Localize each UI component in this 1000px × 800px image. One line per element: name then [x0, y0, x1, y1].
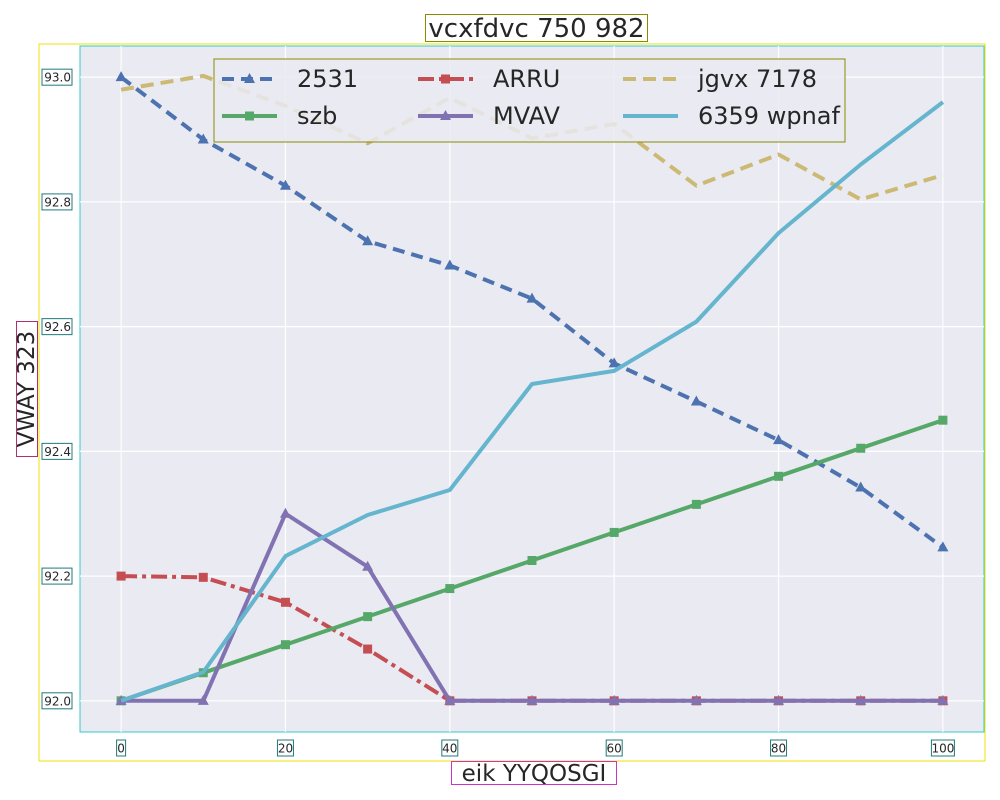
data-point — [526, 694, 538, 705]
x-tick-label-box — [116, 739, 127, 757]
legend-label: 6359 wpnaf — [698, 102, 840, 130]
legend-label: ARRU — [493, 65, 560, 93]
data-point — [444, 259, 456, 270]
series-5 — [120, 100, 945, 703]
y-tick-label-box — [41, 567, 73, 585]
legend-marker — [244, 73, 255, 83]
legend-item: 6359 wpnaf — [623, 102, 840, 130]
legend-label: MVAV — [493, 102, 560, 130]
data-point — [116, 571, 126, 581]
plot-area — [79, 45, 985, 733]
legend-item: 2531 — [222, 65, 358, 93]
data-point — [444, 694, 456, 705]
data-point — [938, 415, 948, 425]
legend-marker — [441, 74, 450, 84]
data-point — [609, 527, 619, 537]
data-point — [608, 694, 620, 705]
legend: 2531 ARRU jgvx 7178 szb MVAV 6359 wpnaf — [213, 58, 846, 143]
data-point — [691, 499, 701, 509]
x-tick-label-box — [605, 739, 623, 757]
y-tick-label-box — [41, 193, 73, 211]
data-point — [526, 292, 538, 303]
legend-label: jgvx 7178 — [697, 65, 817, 93]
x-tick-label: 40 — [442, 742, 457, 756]
data-point — [690, 395, 702, 406]
x-tick-label: 100 — [931, 742, 954, 756]
data-point — [774, 471, 784, 481]
chart-title: vcxfdvc 750 982 — [425, 14, 648, 43]
data-point — [855, 481, 867, 492]
x-tick-label-box — [930, 739, 955, 757]
series-0 — [115, 71, 949, 552]
data-point — [363, 644, 373, 654]
data-point — [362, 560, 374, 571]
legend-label: 2531 — [297, 65, 358, 93]
y-tick-label-box — [41, 318, 73, 336]
x-axis-label: eik YYQOSGI — [451, 761, 617, 786]
series-line — [119, 75, 945, 550]
y-axis-label: VWAY 323 — [14, 330, 40, 448]
y-tick-label: 92.0 — [44, 694, 71, 708]
data-point — [363, 612, 373, 622]
data-point — [773, 434, 785, 445]
data-point — [280, 640, 290, 650]
legend-marker — [440, 110, 451, 120]
data-point — [280, 597, 290, 607]
data-point — [937, 541, 949, 552]
y-tick-label: 92.2 — [44, 570, 71, 584]
data-point — [279, 507, 291, 518]
x-tick-label: 60 — [607, 742, 622, 756]
data-point — [198, 572, 208, 582]
y-axis-label-box: VWAY 323 — [14, 321, 40, 457]
legend-item: szb — [222, 102, 337, 130]
data-point — [197, 694, 209, 705]
x-tick-label: 80 — [771, 742, 786, 756]
data-point — [608, 357, 620, 368]
data-point — [279, 179, 291, 190]
y-tick-label-box — [41, 692, 73, 710]
legend-item: MVAV — [418, 102, 560, 130]
legend-marker — [245, 111, 254, 121]
legend-item: ARRU — [418, 65, 560, 93]
data-point — [937, 694, 949, 705]
x-tick-label: 0 — [117, 742, 125, 756]
y-tick-label: 92.4 — [44, 445, 71, 459]
y-tick-label-box — [41, 442, 73, 460]
series-line — [120, 100, 945, 703]
legend-label: szb — [297, 102, 337, 130]
y-tick-label-box — [41, 68, 73, 86]
data-point — [856, 443, 866, 453]
data-point — [773, 694, 785, 705]
data-point — [527, 556, 537, 565]
data-point — [197, 133, 209, 144]
data-point — [115, 71, 127, 82]
data-point — [362, 235, 374, 246]
x-tick-label: 20 — [278, 742, 293, 756]
legend-frame — [213, 58, 846, 143]
y-tick-label: 93.0 — [44, 71, 71, 85]
x-tick-label-box — [770, 739, 788, 757]
x-tick-label-box — [441, 739, 459, 757]
data-point — [690, 694, 702, 705]
legend-item: jgvx 7178 — [623, 65, 817, 93]
series-4 — [115, 507, 949, 705]
y-tick-label: 92.8 — [44, 195, 71, 209]
data-point — [855, 694, 867, 705]
y-tick-label: 92.6 — [44, 320, 71, 334]
x-tick-label-box — [276, 739, 294, 757]
data-point — [445, 584, 455, 594]
